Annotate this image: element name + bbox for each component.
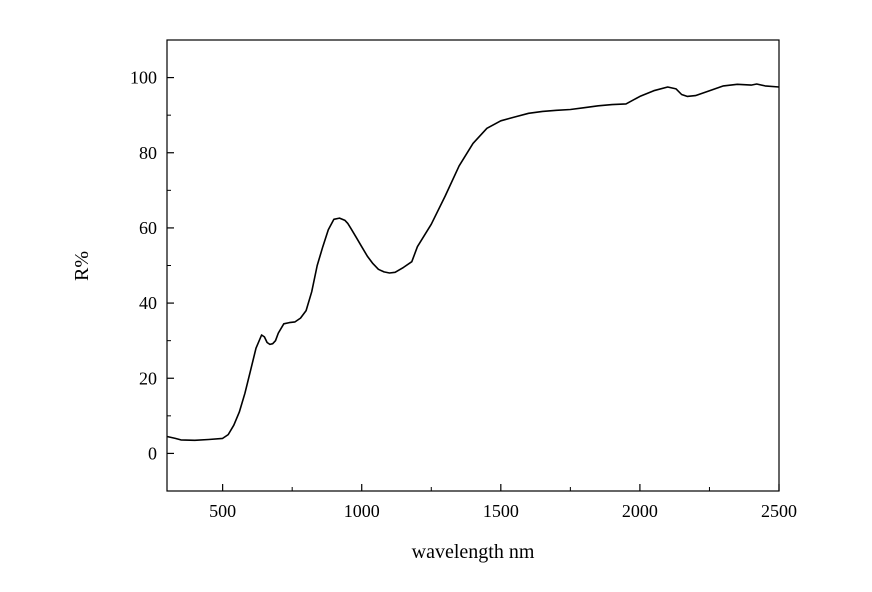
- series-lines: [166, 83, 780, 442]
- plot-frame: [166, 39, 780, 492]
- x-tick-label: 500: [209, 501, 236, 521]
- y-axis-ticks: 0 20 40 60 80 100: [130, 68, 174, 463]
- x-axis-ticks: 500 1000 1500 2000 2500: [209, 484, 797, 521]
- x-axis-label: wavelength nm: [412, 541, 535, 563]
- y-tick-label: 60: [139, 218, 157, 238]
- x-tick-label: 1000: [344, 501, 380, 521]
- y-tick-label: 20: [139, 368, 157, 388]
- y-tick-label: 40: [139, 293, 157, 313]
- x-tick-label: 1500: [483, 501, 519, 521]
- y-axis-label: R%: [71, 251, 93, 281]
- y-tick-label: 80: [139, 143, 157, 163]
- x-tick-label: 2500: [761, 501, 797, 521]
- y-tick-label: 0: [148, 443, 157, 463]
- series-line: [166, 83, 780, 442]
- x-tick-label: 2000: [622, 501, 658, 521]
- y-tick-label: 100: [130, 68, 157, 88]
